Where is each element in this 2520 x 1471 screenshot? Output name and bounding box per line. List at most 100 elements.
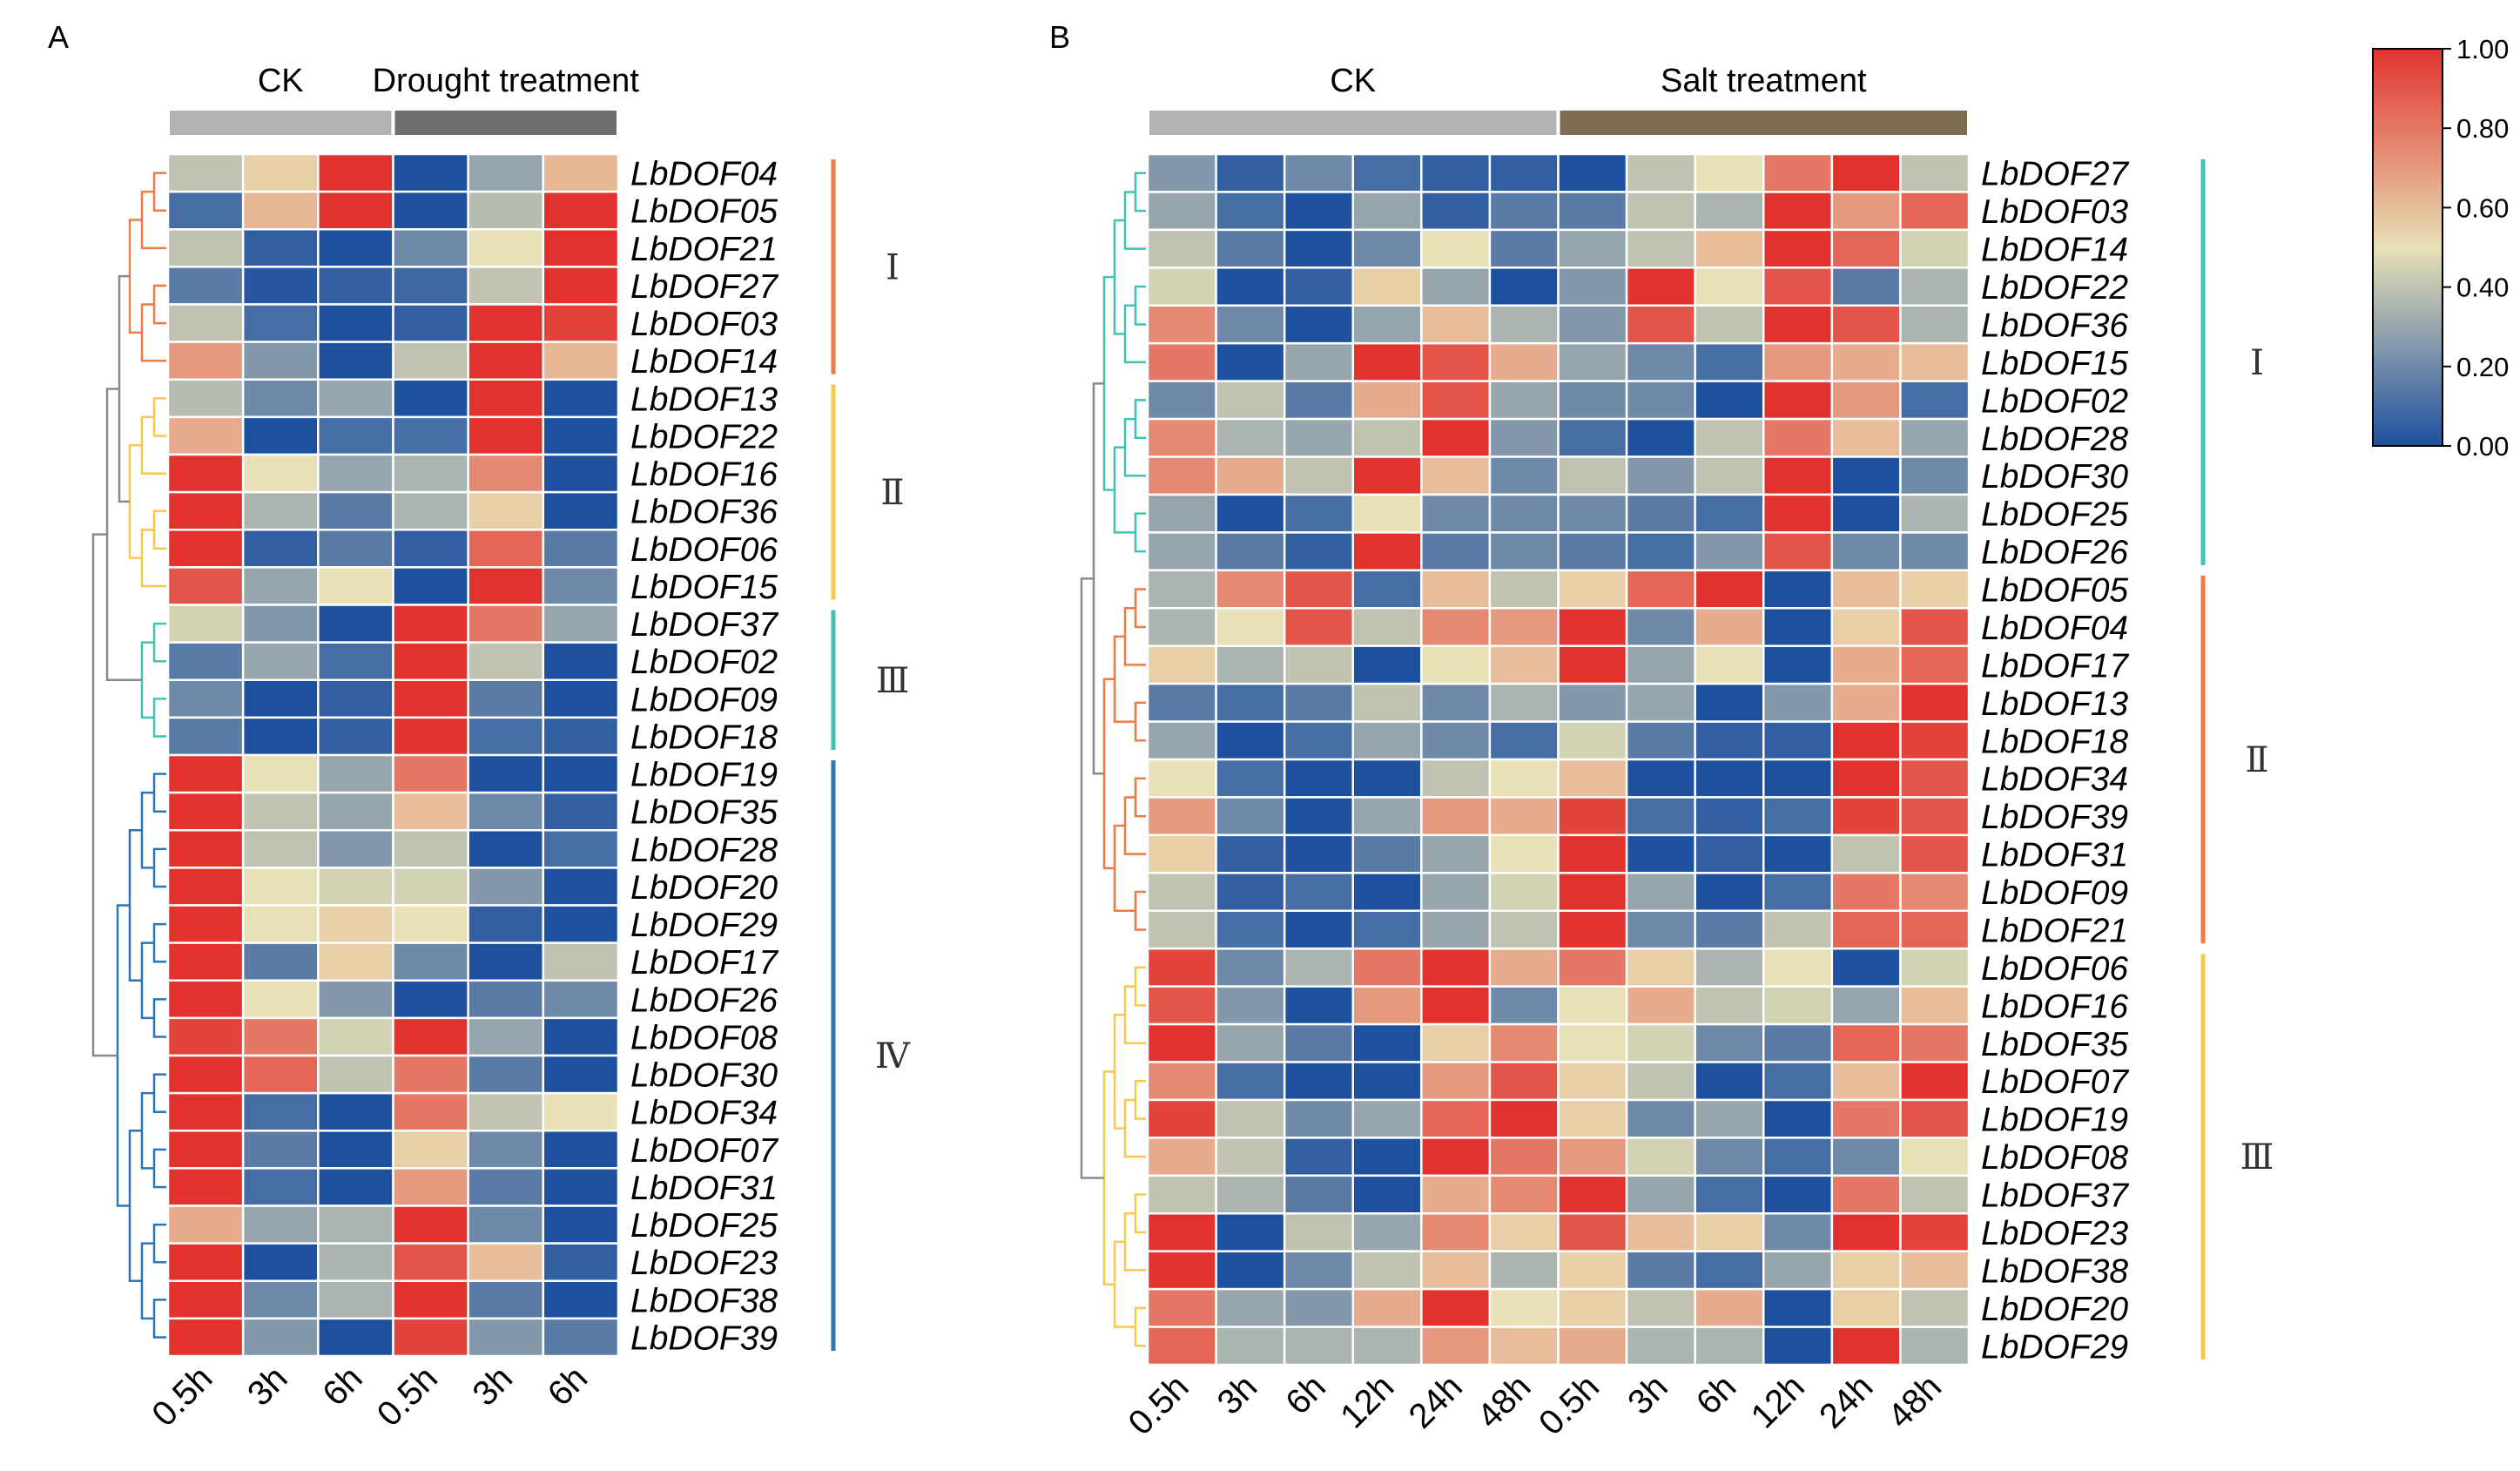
heatmap-cell <box>1694 228 1765 269</box>
heatmap-cell <box>1351 1174 1423 1215</box>
heatmap-cell <box>1488 720 1560 761</box>
heatmap-cell <box>1283 1326 1354 1366</box>
heatmap-cell <box>241 979 320 1020</box>
dendrogram-branch <box>1134 1306 1146 1347</box>
heatmap-cell <box>1351 341 1423 382</box>
heatmap-cell <box>317 678 394 719</box>
heatmap-cell <box>317 716 394 757</box>
colorbar-tick-label: 0.60 <box>2456 192 2509 223</box>
column-label: 6h <box>315 1359 370 1414</box>
heatmap-cell <box>392 303 469 343</box>
heatmap-cell <box>1215 833 1286 874</box>
heatmap-cell <box>241 941 320 982</box>
heatmap-cell <box>1625 531 1696 572</box>
heatmap-cell <box>1899 493 1971 534</box>
heatmap-cell <box>1899 1174 1971 1215</box>
heatmap-cell <box>317 753 394 794</box>
heatmap-cell <box>1830 191 1902 232</box>
heatmap-cell <box>542 303 620 343</box>
heatmap-cell <box>166 641 245 681</box>
heatmap-cell <box>467 1279 545 1320</box>
heatmap-cell <box>467 566 545 606</box>
column-label: 6h <box>1689 1367 1744 1422</box>
heatmap-cell <box>1488 833 1560 874</box>
heatmap-cell <box>1215 1250 1286 1291</box>
heatmap-cell <box>241 1317 320 1358</box>
heatmap-cell <box>1830 720 1902 761</box>
heatmap-cell <box>241 1204 320 1245</box>
heatmap-cell <box>392 1054 469 1095</box>
heatmap-cell <box>392 378 469 419</box>
row-label: LbDOF31 <box>630 1170 778 1207</box>
heatmap-cell <box>1488 455 1560 496</box>
row-label: LbDOF14 <box>630 343 778 381</box>
row-label: LbDOF16 <box>1981 988 2128 1025</box>
heatmap-cell <box>542 490 620 531</box>
heatmap-cell <box>1899 341 1971 382</box>
row-label: LbDOF34 <box>630 1095 778 1132</box>
heatmap-cell <box>1420 531 1492 572</box>
heatmap-cell <box>1762 1326 1834 1366</box>
heatmap-cell <box>1488 531 1560 572</box>
heatmap-cell <box>241 1242 320 1282</box>
heatmap-cell <box>392 490 469 531</box>
heatmap-cell <box>1488 1022 1560 1063</box>
column-label: 12h <box>1744 1367 1812 1435</box>
heatmap-cell <box>467 678 545 719</box>
heatmap-cell <box>392 1167 469 1207</box>
heatmap-cell <box>317 529 394 569</box>
heatmap-cell <box>1830 380 1902 421</box>
heatmap-cell <box>1488 796 1560 837</box>
heatmap-cell <box>1625 644 1696 685</box>
heatmap-cell <box>241 1130 320 1170</box>
heatmap-cell <box>542 190 620 231</box>
heatmap-cell <box>241 453 320 494</box>
heatmap-cell <box>1625 1098 1696 1139</box>
heatmap-cell <box>1215 1098 1286 1139</box>
heatmap-cell <box>317 604 394 644</box>
heatmap-cell <box>317 979 394 1020</box>
heatmap-cell <box>241 1091 320 1132</box>
group-bar <box>170 111 392 135</box>
heatmap-cell <box>317 1204 394 1245</box>
heatmap-cell <box>1420 1098 1492 1139</box>
heatmap-cell <box>1420 682 1492 723</box>
heatmap-cell <box>1351 872 1423 912</box>
heatmap-cell <box>1283 304 1354 345</box>
heatmap-cell <box>1762 1022 1834 1063</box>
heatmap-cell <box>317 1242 394 1282</box>
row-label: LbDOF17 <box>630 944 778 982</box>
heatmap-cell <box>1146 1137 1217 1177</box>
row-label: LbDOF02 <box>630 644 778 681</box>
heatmap-cell <box>317 904 394 944</box>
heatmap-cell <box>166 1130 245 1170</box>
heatmap-cell <box>1694 796 1765 837</box>
heatmap-cell <box>1146 267 1217 307</box>
heatmap-cell <box>467 1204 545 1245</box>
column-label: 24h <box>1812 1367 1880 1435</box>
heatmap-cell <box>392 228 469 268</box>
dendrogram-root <box>1092 382 1104 775</box>
heatmap-cell <box>1694 607 1765 647</box>
heatmap-cell <box>1351 1022 1423 1063</box>
column-label: 6h <box>1278 1367 1333 1422</box>
heatmap-cell <box>392 529 469 569</box>
heatmap-cell <box>467 453 545 494</box>
heatmap-cell <box>1625 380 1696 421</box>
heatmap-cell <box>317 1130 394 1170</box>
heatmap-cell <box>241 190 320 231</box>
heatmap-cell <box>241 641 320 681</box>
heatmap-cell <box>1420 947 1492 988</box>
heatmap-cell <box>1283 531 1354 572</box>
dendrogram-branch <box>152 998 166 1038</box>
heatmap-cell <box>1557 228 1628 269</box>
heatmap-cell <box>1694 1326 1765 1366</box>
heatmap-cell <box>1420 380 1492 421</box>
clade-numeral: Ⅱ <box>2245 740 2268 779</box>
heatmap-cell <box>1351 607 1423 647</box>
heatmap-cell <box>1830 1212 1902 1252</box>
heatmap-cell <box>392 753 469 794</box>
heatmap-cell <box>166 1054 245 1095</box>
heatmap-cell <box>1488 947 1560 988</box>
